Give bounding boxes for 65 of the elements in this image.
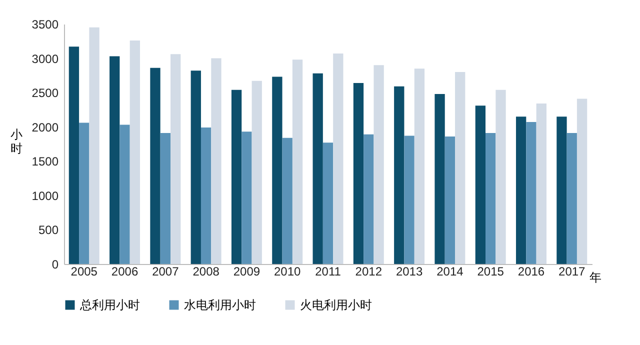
bar [576, 98, 588, 264]
bar [455, 72, 466, 264]
bar [120, 124, 130, 264]
x-tick-label: 2017 [558, 264, 586, 278]
bar [516, 116, 526, 264]
bar [434, 94, 445, 264]
x-tick-label: 2014 [436, 264, 464, 278]
bar [486, 133, 496, 264]
bar [170, 54, 181, 264]
x-tick-label: 2008 [192, 264, 220, 278]
bar [211, 58, 222, 264]
bar [556, 116, 567, 264]
x-tick-label: 2015 [477, 264, 504, 278]
bar [312, 73, 323, 264]
y-tick-label: 2500 [32, 86, 59, 100]
legend-label: 火电利用小时 [300, 298, 372, 312]
y-axis-title: 小时 [10, 128, 22, 156]
x-tick-label: 2011 [315, 264, 342, 278]
bar [68, 46, 80, 264]
legend-label: 水电利用小时 [184, 298, 256, 312]
bar [292, 60, 303, 264]
x-tick-label: 2012 [355, 264, 382, 278]
bar [566, 133, 577, 264]
bar [160, 133, 170, 264]
bar [200, 128, 212, 264]
x-tick-label: 2006 [111, 264, 138, 278]
x-tick-label: 2010 [274, 264, 302, 278]
bar [282, 138, 292, 264]
y-tick-label: 1500 [32, 154, 59, 169]
x-tick-label: 2005 [70, 264, 98, 278]
bar [526, 122, 536, 264]
bar [322, 142, 334, 264]
bar [496, 90, 506, 264]
y-tick-label: 500 [38, 223, 59, 238]
x-tick-label: 2013 [396, 264, 423, 278]
bar [394, 86, 404, 264]
bar [110, 56, 120, 264]
bar [242, 132, 252, 264]
bar [414, 68, 425, 264]
bar [190, 70, 201, 264]
x-tick-label: 2016 [518, 264, 545, 278]
bar [272, 76, 282, 264]
bar [79, 122, 90, 264]
bar [150, 68, 160, 264]
bar [404, 136, 414, 264]
bar [444, 136, 456, 264]
bar [536, 104, 546, 264]
bar [364, 134, 374, 264]
bar [231, 90, 242, 264]
x-tick-label: 2009 [233, 264, 260, 278]
bar [374, 65, 384, 264]
bar [475, 106, 486, 264]
bar [333, 53, 344, 264]
bar [353, 82, 364, 264]
y-tick-label: 3000 [32, 52, 59, 66]
bar [130, 40, 140, 264]
y-tick-label: 3500 [32, 18, 59, 32]
y-tick-label: 1000 [32, 188, 59, 203]
legend-label: 总利用小时 [79, 298, 140, 312]
x-tick-label: 2007 [152, 264, 180, 278]
bar [252, 80, 262, 264]
y-tick-label: 2000 [32, 120, 59, 134]
x-axis-title: 年 [590, 270, 602, 284]
y-tick-label: 0 [52, 258, 59, 272]
bar [89, 27, 100, 264]
